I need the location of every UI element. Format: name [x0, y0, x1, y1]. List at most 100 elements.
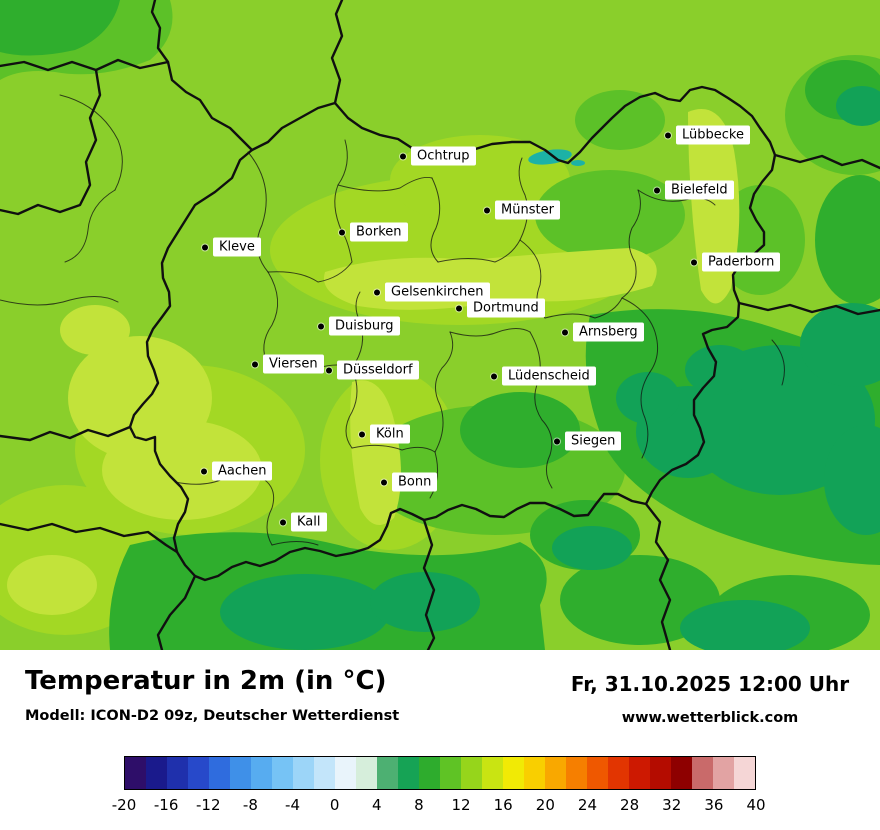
city-marker: Arnsberg [562, 322, 644, 342]
city-marker: Gelsenkirchen [374, 282, 490, 302]
city-label: Bonn [392, 472, 438, 492]
city-marker: Duisburg [318, 316, 400, 336]
colorbar-segment [503, 757, 524, 789]
colorbar-segment [377, 757, 398, 789]
city-dot [691, 259, 697, 265]
city-dot [562, 329, 568, 335]
city-dot [359, 431, 365, 437]
colorbar-segment [167, 757, 188, 789]
city-dot [381, 479, 387, 485]
city-marker: Bielefeld [654, 180, 734, 200]
city-marker: Münster [484, 200, 560, 220]
city-marker: Lüdenscheid [491, 366, 596, 386]
city-marker: Ochtrup [400, 146, 476, 166]
city-label: Aachen [212, 461, 273, 481]
city-dot [202, 244, 208, 250]
city-dot [339, 229, 345, 235]
colorbar-tick-label: -4 [285, 796, 301, 814]
colorbar-segment [713, 757, 734, 789]
district-borders-layer [0, 94, 785, 546]
colorbar-segment [587, 757, 608, 789]
colorbar-tick-label: 36 [704, 796, 724, 814]
colorbar-tick-label: 0 [329, 796, 340, 814]
colorbar-segment [671, 757, 692, 789]
city-dot [665, 132, 671, 138]
city-marker: Kall [280, 512, 327, 532]
colorbar-tick-label: 16 [493, 796, 513, 814]
colorbar-tick-label: 8 [414, 796, 424, 814]
city-marker: Lübbecke [665, 125, 750, 145]
city-dot [484, 207, 490, 213]
colorbar-segment [272, 757, 293, 789]
city-dot [400, 153, 406, 159]
city-label: Arnsberg [573, 322, 644, 342]
colorbar-segment [335, 757, 356, 789]
colorbar-tick-label: 28 [620, 796, 640, 814]
colorbar-tick-label: 12 [451, 796, 471, 814]
colorbar-ticks: -20 -16 -12 -8 -4 0 4 8 12 16 20 24 28 32 36 40 [112, 796, 766, 816]
colorbar-segment [293, 757, 314, 789]
colorbar-segment [314, 757, 335, 789]
city-label: Paderborn [702, 252, 781, 272]
colorbar-segment [566, 757, 587, 789]
website-label: www.wetterblick.com [621, 710, 799, 726]
model-info: Modell: ICON-D2 09z, Deutscher Wetterdie… [25, 708, 400, 724]
city-dot [491, 373, 497, 379]
colorbar-segment [209, 757, 230, 789]
forecast-datetime: Fr, 31.10.2025 12:00 Uhr [570, 672, 850, 696]
colorbar-segment [125, 757, 146, 789]
city-marker: Dortmund [456, 298, 545, 318]
colorbar-segment [356, 757, 377, 789]
city-marker: Düsseldorf [326, 360, 419, 380]
colorbar-segment [419, 757, 440, 789]
colorbar-segment [482, 757, 503, 789]
city-label: Viersen [263, 354, 324, 374]
city-marker: Borken [339, 222, 408, 242]
city-label: Köln [370, 424, 410, 444]
colorbar-tick-label: 24 [577, 796, 597, 814]
city-label: Borken [350, 222, 408, 242]
colorbar-segments [124, 756, 756, 790]
city-label: Kleve [213, 237, 261, 257]
colorbar-tick-label: 20 [535, 796, 555, 814]
city-label: Duisburg [329, 316, 400, 336]
city-label: Dortmund [467, 298, 545, 318]
colorbar-segment [629, 757, 650, 789]
city-dot [201, 468, 207, 474]
map-area: Ochtrup Lübbecke Bielefeld Münster Borken Kle… [0, 0, 880, 650]
city-dot [456, 305, 462, 311]
colorbar-segment [650, 757, 671, 789]
colorbar-segment [461, 757, 482, 789]
temperature-map-svg [0, 0, 880, 650]
city-label: Gelsenkirchen [385, 282, 490, 302]
city-marker: Aachen [201, 461, 273, 481]
city-marker: Kleve [202, 237, 261, 257]
city-dot [326, 367, 332, 373]
footer: Temperatur in 2m (in °C) Modell: ICON-D2… [0, 650, 880, 830]
colorbar-tick-label: -8 [242, 796, 258, 814]
city-dot [280, 519, 286, 525]
city-marker: Paderborn [691, 252, 781, 272]
colorbar-segment [188, 757, 209, 789]
colorbar-segment [440, 757, 461, 789]
page-title: Temperatur in 2m (in °C) [25, 666, 387, 696]
city-dot [252, 361, 258, 367]
colorbar-segment [545, 757, 566, 789]
colorbar-tick-label: -20 [111, 796, 137, 814]
colorbar-segment [524, 757, 545, 789]
city-dot [554, 438, 560, 444]
colorbar-segment [608, 757, 629, 789]
city-label: Düsseldorf [337, 360, 419, 380]
colorbar-segment [230, 757, 251, 789]
city-label: Kall [291, 512, 327, 532]
city-marker: Siegen [554, 431, 622, 451]
city-label: Lübbecke [676, 125, 750, 145]
city-marker: Köln [359, 424, 410, 444]
colorbar-segment [146, 757, 167, 789]
city-dot [654, 187, 660, 193]
colorbar-segment [251, 757, 272, 789]
colorbar-tick-label: -12 [196, 796, 221, 814]
colorbar-segment [692, 757, 713, 789]
city-dot [374, 289, 380, 295]
